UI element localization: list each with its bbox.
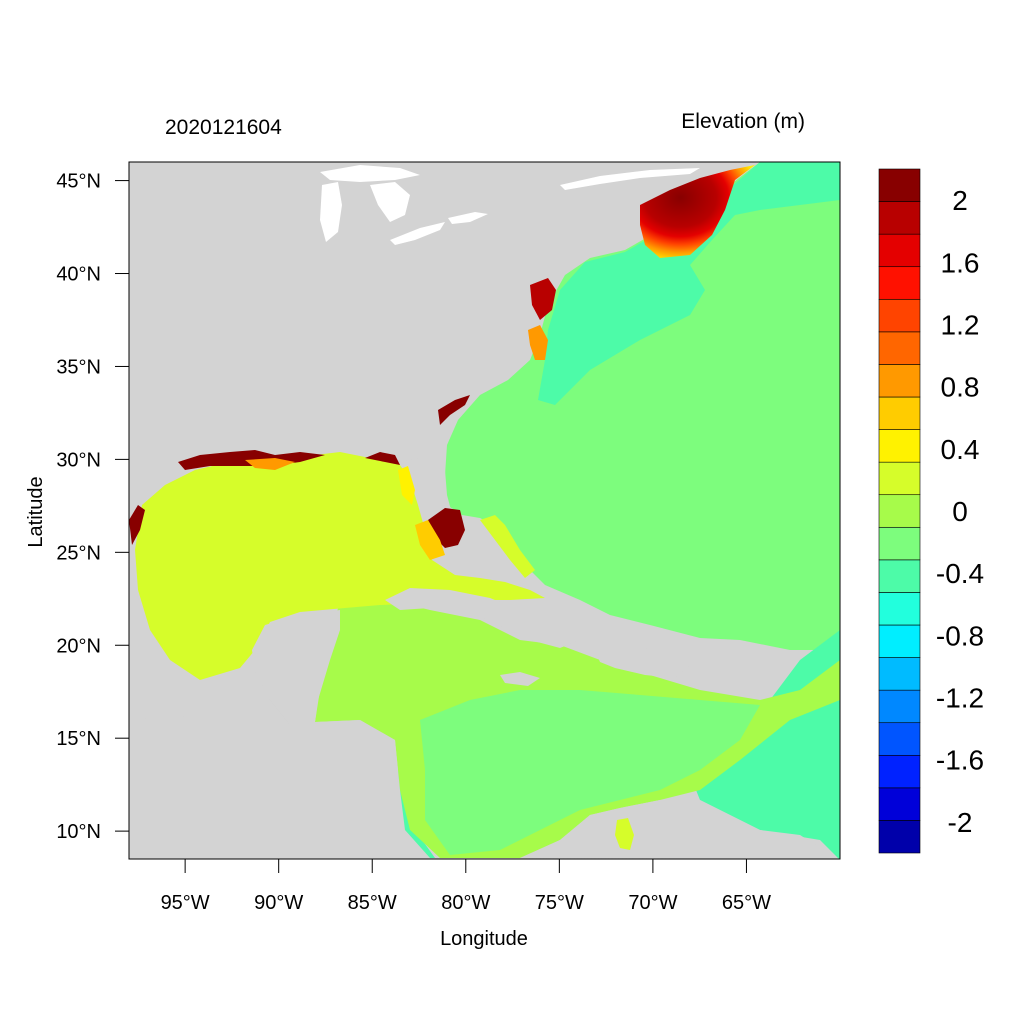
map-variable-title: Elevation (m) (681, 110, 805, 133)
colorbar-swatch (878, 657, 921, 691)
colorbar-swatch (878, 820, 921, 854)
y-tick-label: 20°N (56, 635, 101, 657)
south-america-land (520, 800, 840, 859)
colorbar-swatch (878, 396, 921, 430)
colorbar-swatch (878, 526, 921, 561)
colorbar-label: -1.2 (936, 683, 984, 714)
colorbar-label: -0.4 (936, 558, 984, 589)
florida-west-coast-surge (398, 466, 415, 505)
big-bend-surge (365, 452, 400, 465)
yucatan-peninsula (252, 610, 340, 725)
saint-lawrence (560, 168, 700, 190)
colorbar-swatch (878, 624, 921, 658)
colorbar-label: 0.8 (941, 372, 980, 403)
y-tick-label: 15°N (56, 728, 101, 750)
chesapeake-surge (528, 325, 548, 360)
colorbar-swatch (878, 754, 921, 789)
lake-ontario (448, 212, 488, 224)
colorbar-swatch (878, 592, 921, 626)
northeast-coast-surge (530, 278, 556, 320)
lake-superior (320, 165, 420, 182)
cuba-island (385, 588, 580, 648)
colorbar-swatch (878, 168, 921, 202)
lake-michigan (320, 182, 342, 242)
x-tick-label: 95°W (161, 892, 210, 914)
colorbar-swatch (878, 689, 921, 724)
atlantic-ocean (445, 162, 840, 650)
colorbar-swatch (878, 494, 921, 528)
map-frame (128, 161, 841, 860)
shelf-water-south (690, 630, 840, 859)
colorbar-label: -1.6 (936, 745, 984, 776)
colorbar-swatch (878, 201, 921, 235)
colorbar-swatch (878, 233, 921, 268)
colorbar-swatch (878, 298, 921, 333)
map-panel (129, 162, 840, 859)
x-tick-label: 70°W (628, 892, 677, 914)
colorbar-label: 1.2 (941, 309, 980, 340)
y-tick-label: 30°N (56, 449, 101, 471)
colorbar-label: 2 (952, 185, 968, 216)
y-axis-ticks: 45°N 40°N 35°N 30°N 25°N 20°N 15°N 10°N (56, 171, 129, 843)
y-tick-label: 35°N (56, 356, 101, 378)
y-tick-label: 40°N (56, 264, 101, 286)
colorbar-swatch (878, 722, 921, 756)
colorbar-swatch (878, 364, 921, 398)
x-tick-label: 90°W (254, 892, 303, 914)
central-america-land (129, 715, 430, 858)
caribbean-interior (420, 690, 760, 855)
gulf-of-maine-surge (640, 165, 755, 258)
y-tick-label: 45°N (56, 171, 101, 193)
jamaica-island (500, 672, 540, 686)
colorbar-label: -2 (948, 807, 973, 838)
florida-gulf-coast-surge (415, 520, 445, 560)
carolina-coast-surge (438, 395, 470, 425)
bahamas-islands (480, 515, 535, 578)
x-tick-label: 85°W (348, 892, 397, 914)
louisiana-coast-orange (245, 458, 295, 470)
map-time-title: 2020121604 (165, 116, 282, 139)
lake-erie (390, 222, 445, 245)
colorbar-swatch (878, 266, 921, 300)
y-tick-label: 10°N (56, 821, 101, 843)
colorbar-swatch (878, 331, 921, 365)
x-tick-label: 80°W (441, 892, 490, 914)
y-tick-label: 25°N (56, 542, 101, 564)
colorbar-label: 1.6 (941, 247, 980, 278)
gulf-of-mexico (135, 452, 545, 680)
x-axis-label: Longitude (440, 928, 528, 950)
texas-coast-surge (129, 505, 145, 545)
colorbar-label: 0 (952, 496, 968, 527)
puerto-rico-island (705, 674, 738, 684)
y-axis-label: Latitude (25, 476, 47, 547)
colorbar-label: 0.4 (941, 434, 980, 465)
x-tick-label: 65°W (722, 892, 771, 914)
hispaniola-island (595, 645, 690, 678)
colorbar-label: -0.8 (936, 620, 984, 651)
colorbar-swatch (878, 559, 921, 593)
colorbar-swatch (878, 787, 921, 821)
maracaibo-lake (615, 818, 634, 850)
colorbar-swatch (878, 429, 921, 463)
x-tick-label: 75°W (535, 892, 584, 914)
colorbar-swatch (878, 461, 921, 496)
shelf-water (538, 162, 840, 405)
lake-huron (370, 182, 410, 222)
x-axis-ticks: 95°W 90°W 85°W 80°W 75°W 70°W 65°W (161, 859, 771, 914)
colorbar: 2 1.6 1.2 0.8 0.4 0 -0.4 -0.8 -1.2 -1.6 -2 (878, 168, 984, 854)
